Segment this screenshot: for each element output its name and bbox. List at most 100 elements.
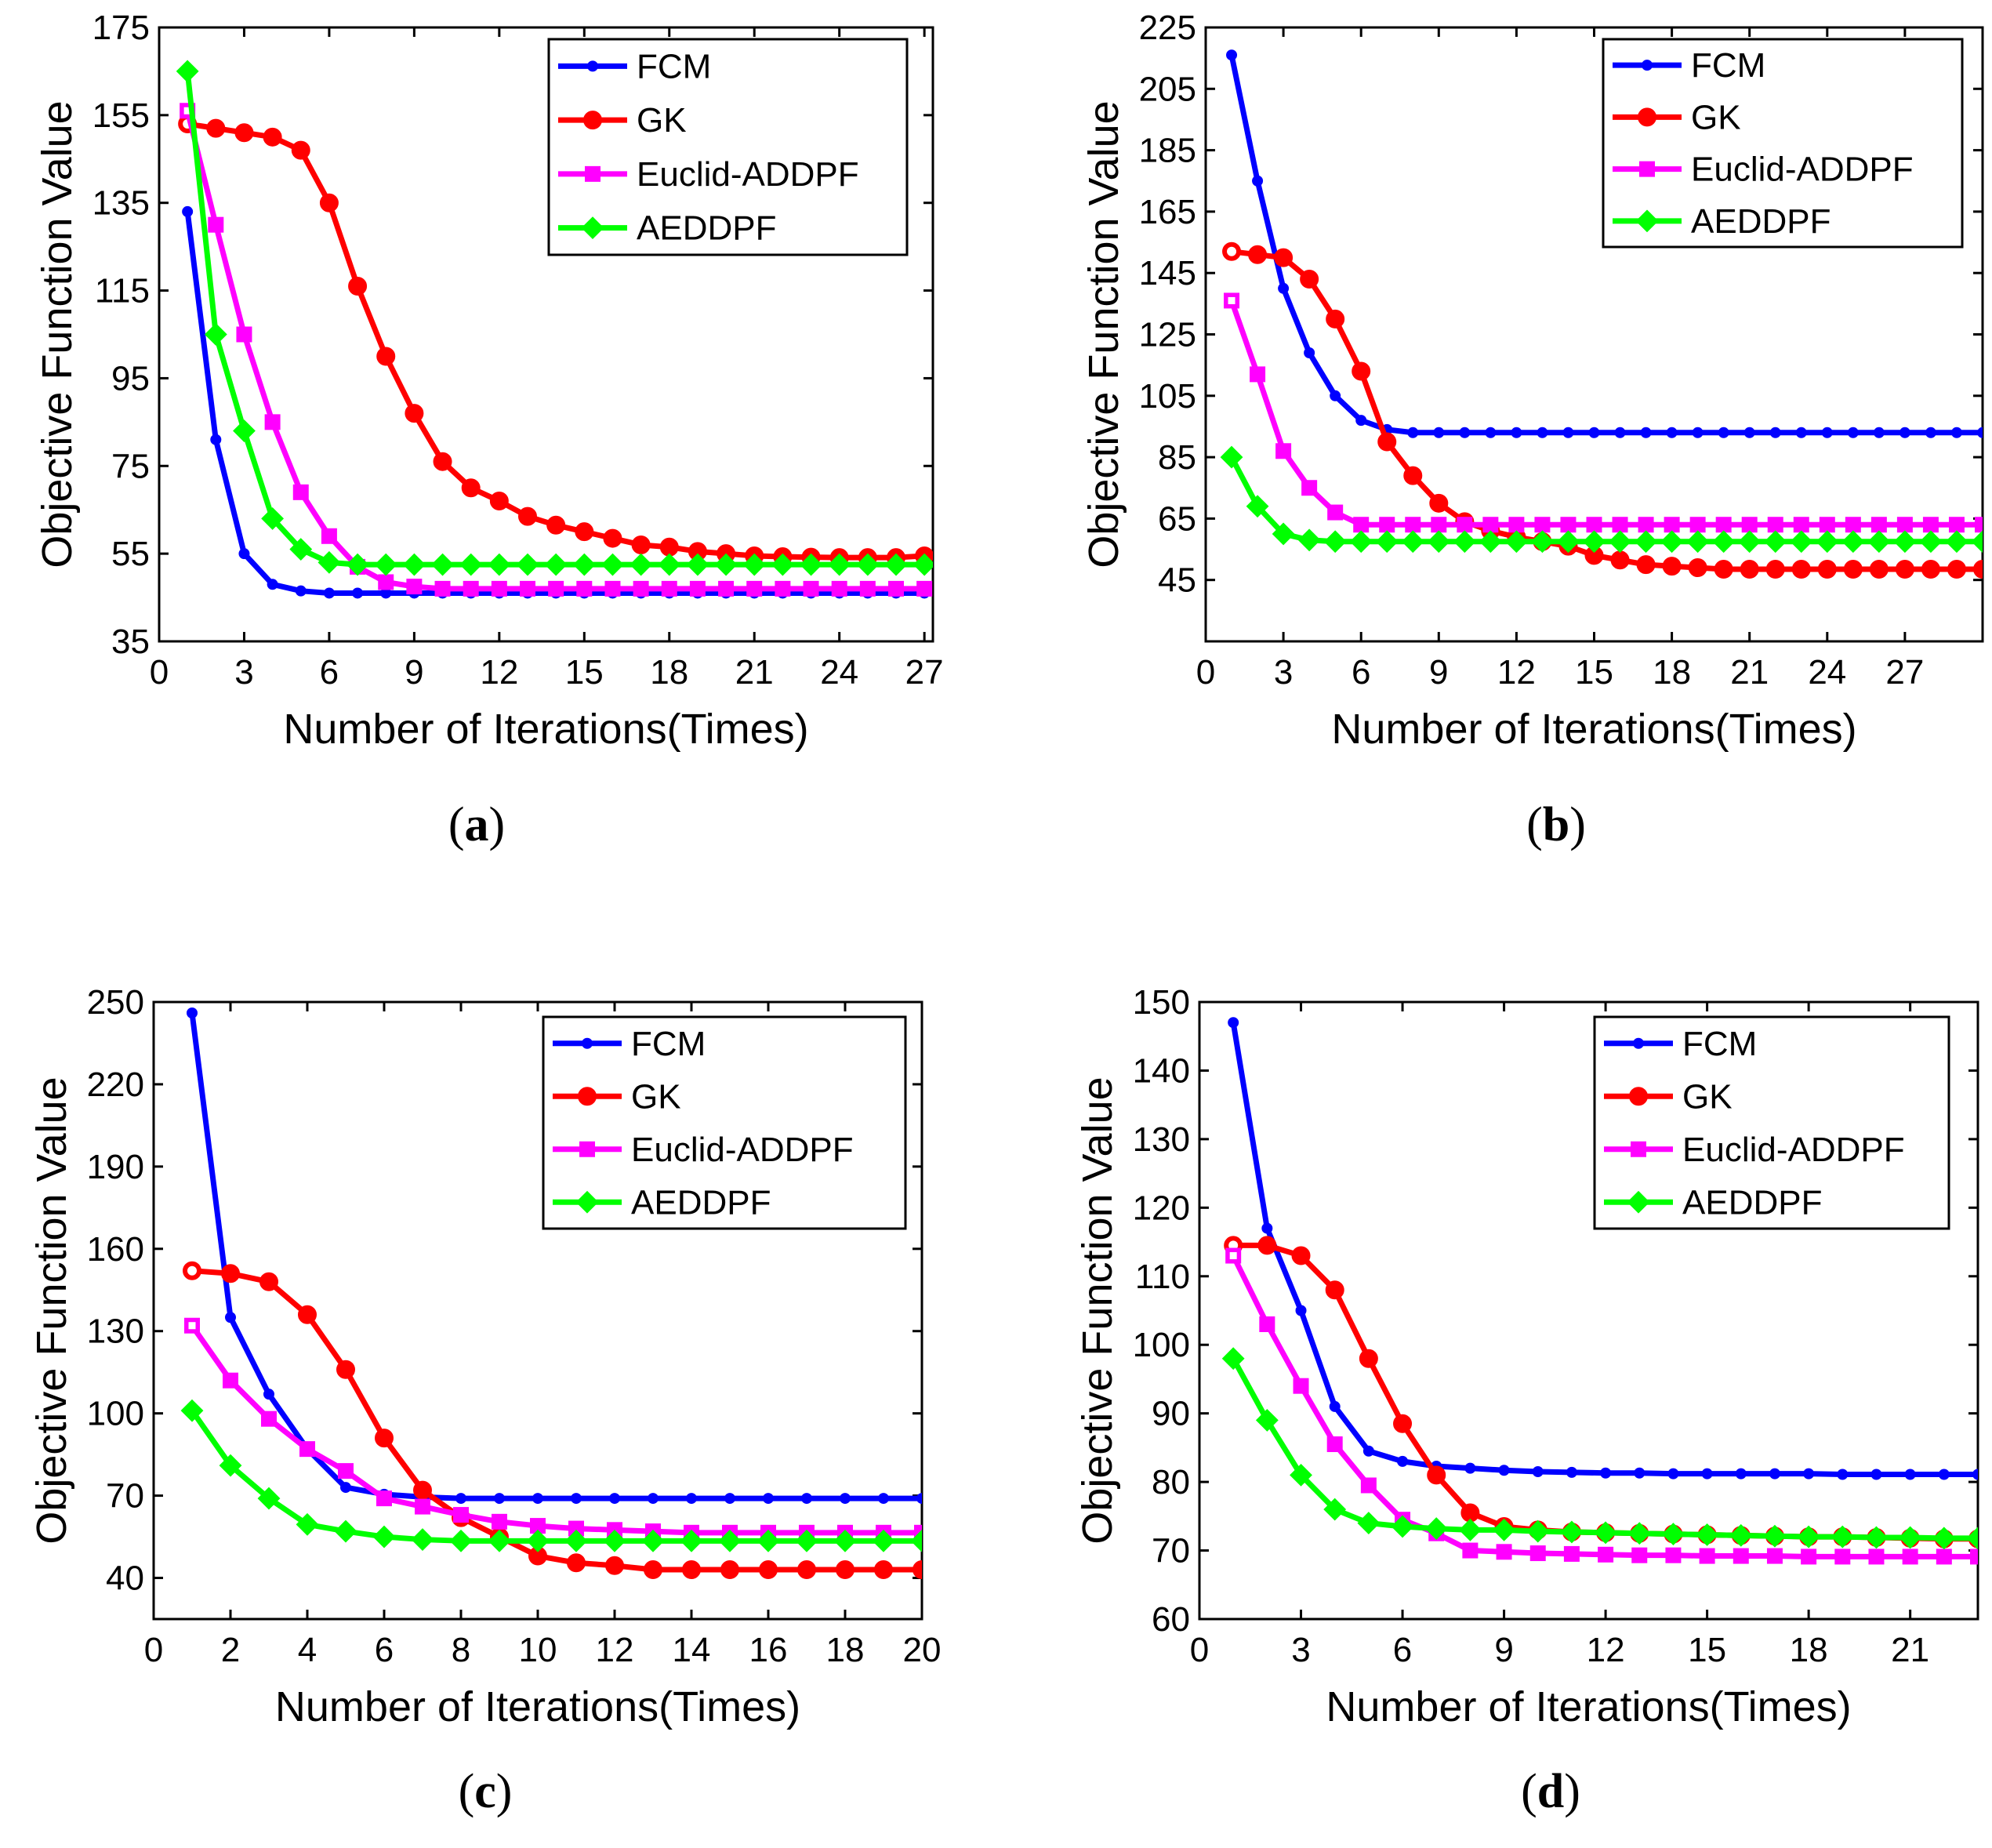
data-point [1534, 517, 1551, 533]
data-point [1379, 517, 1395, 533]
data-point [572, 553, 596, 576]
data-point [1972, 1469, 1978, 1480]
series-line [184, 211, 925, 596]
data-point [661, 580, 677, 597]
data-point [658, 553, 681, 576]
data-point [488, 1529, 511, 1552]
data-point [659, 537, 679, 557]
series-group [176, 60, 933, 599]
series-line [190, 1323, 922, 1536]
data-point [1458, 1518, 1482, 1541]
data-point [1735, 1468, 1747, 1479]
data-point [411, 1528, 434, 1551]
data-point [1357, 1512, 1381, 1534]
data-point [319, 193, 339, 212]
series-aeddpf [1220, 445, 1983, 554]
data-point [1255, 1408, 1279, 1432]
data-point [763, 1493, 774, 1505]
data-point [1429, 493, 1449, 513]
data-point [1325, 1280, 1344, 1300]
data-point [346, 553, 369, 576]
data-point [210, 434, 222, 445]
first-point-inner [1228, 1240, 1239, 1251]
x-tick-label: 9 [1429, 653, 1448, 692]
data-point [1362, 1445, 1374, 1457]
data-point [1740, 559, 1759, 579]
y-tick-label: 40 [106, 1559, 144, 1598]
x-axis-label: Number of Iterations(Times) [275, 1683, 800, 1730]
series-line [1231, 249, 1983, 572]
data-point [1629, 1087, 1648, 1106]
x-tick-label: 3 [1291, 1631, 1310, 1669]
data-point [298, 1305, 317, 1324]
chart-panel-c: 0 2 4 6 8 10 12 14 16 18 20 40 70 100 130 160 190 220 250 N… [28, 983, 941, 1818]
y-tick-label: 185 [1139, 132, 1196, 170]
data-point [1323, 530, 1347, 554]
y-tick-label: 125 [1139, 316, 1196, 354]
x-tick-label: 6 [1352, 653, 1370, 692]
data-point [532, 1493, 543, 1505]
chart-panel-d: 0 3 6 9 12 15 18 21 60 70 80 90 100 110 120 130 140 150 Nu… [1074, 983, 1979, 1818]
data-point [582, 1037, 593, 1049]
data-point [1790, 530, 1813, 554]
data-point [1431, 517, 1447, 533]
data-point [587, 60, 598, 72]
data-point [1662, 557, 1682, 576]
data-point [1945, 530, 1968, 554]
data-point [1453, 530, 1476, 554]
legend-label: AEDDPF [1682, 1183, 1822, 1222]
data-point [1562, 427, 1574, 438]
x-tick-label: 21 [735, 653, 774, 692]
data-point [1701, 1468, 1713, 1479]
x-tick-label: 0 [1196, 653, 1215, 692]
y-tick-label: 155 [93, 96, 150, 135]
data-point [603, 1529, 626, 1552]
data-point [1609, 530, 1631, 554]
data-point [1462, 1542, 1479, 1559]
data-point [1642, 60, 1653, 71]
data-point [1479, 530, 1502, 554]
legend-box [542, 1015, 907, 1230]
data-point [1635, 209, 1659, 233]
data-point [583, 111, 602, 130]
series-line [1228, 456, 1983, 545]
data-point [1667, 1468, 1679, 1479]
data-point [601, 553, 624, 576]
data-point [1662, 1523, 1685, 1545]
data-point [913, 1560, 922, 1580]
data-point [1300, 270, 1319, 289]
data-point [378, 574, 394, 590]
y-tick-label: 160 [87, 1230, 144, 1269]
data-point [1407, 427, 1419, 438]
data-point [759, 1560, 778, 1580]
x-tick-label: 24 [1808, 653, 1846, 692]
data-point [1631, 1547, 1648, 1563]
panel-caption: (a) [448, 798, 505, 851]
legend: FCM GK Euclid-ADDPF AEDDPF [1593, 1015, 1950, 1230]
first-point-inner [187, 1265, 197, 1276]
data-point [1666, 427, 1678, 438]
data-point [1228, 1017, 1239, 1029]
legend: FCM GK Euclid-ADDPF AEDDPF [547, 38, 909, 256]
data-point [1797, 1525, 1820, 1548]
data-point [1816, 530, 1839, 554]
data-point [1560, 517, 1577, 533]
y-axis-label: Objective Function Value [28, 1076, 75, 1544]
data-point [1904, 1469, 1916, 1480]
legend: FCM GK Euclid-ADDPF AEDDPF [542, 1015, 907, 1230]
chart-panel-a: 0 3 6 9 12 15 18 21 24 27 35 55 75 95 115 135 155 175 Numb… [34, 9, 944, 851]
x-tick-label: 15 [1688, 1631, 1726, 1669]
data-point [1801, 1548, 1817, 1565]
legend-box [547, 38, 909, 256]
data-point [1763, 1524, 1787, 1548]
x-axis-label: Number of Iterations(Times) [283, 706, 808, 753]
data-point [208, 216, 224, 233]
data-point [516, 553, 539, 576]
data-point [453, 1507, 469, 1523]
y-tick-label: 225 [1139, 9, 1196, 47]
data-point [1353, 517, 1370, 533]
chart-panel-b: 0 3 6 9 12 15 18 21 24 27 45 65 85 105 125 145 165 185 205… [1080, 9, 1984, 851]
data-point [833, 1529, 857, 1552]
data-point [581, 216, 604, 240]
data-point [1297, 528, 1321, 552]
